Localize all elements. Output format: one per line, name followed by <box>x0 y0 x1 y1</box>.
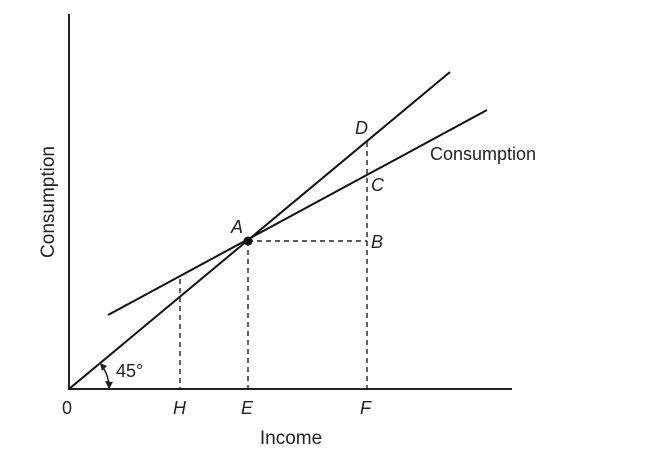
y-axis-label: Consumption <box>38 146 59 258</box>
angle-label: 45° <box>116 361 143 381</box>
angle-arrowhead-bottom <box>105 381 113 389</box>
label-f: F <box>360 398 372 418</box>
consumption-curve-label: Consumption <box>430 144 536 164</box>
x-axis-label: Income <box>260 428 322 449</box>
label-a: A <box>230 217 243 237</box>
point-a-marker <box>243 236 253 246</box>
label-d: D <box>355 118 368 138</box>
angle-arrowhead-top <box>100 363 107 371</box>
label-e: E <box>241 398 254 418</box>
label-b: B <box>371 232 383 252</box>
forty-five-degree-line <box>68 71 451 390</box>
label-c: C <box>371 175 385 195</box>
origin-label: 0 <box>62 398 72 418</box>
label-h: H <box>173 398 187 418</box>
consumption-line <box>107 109 488 316</box>
